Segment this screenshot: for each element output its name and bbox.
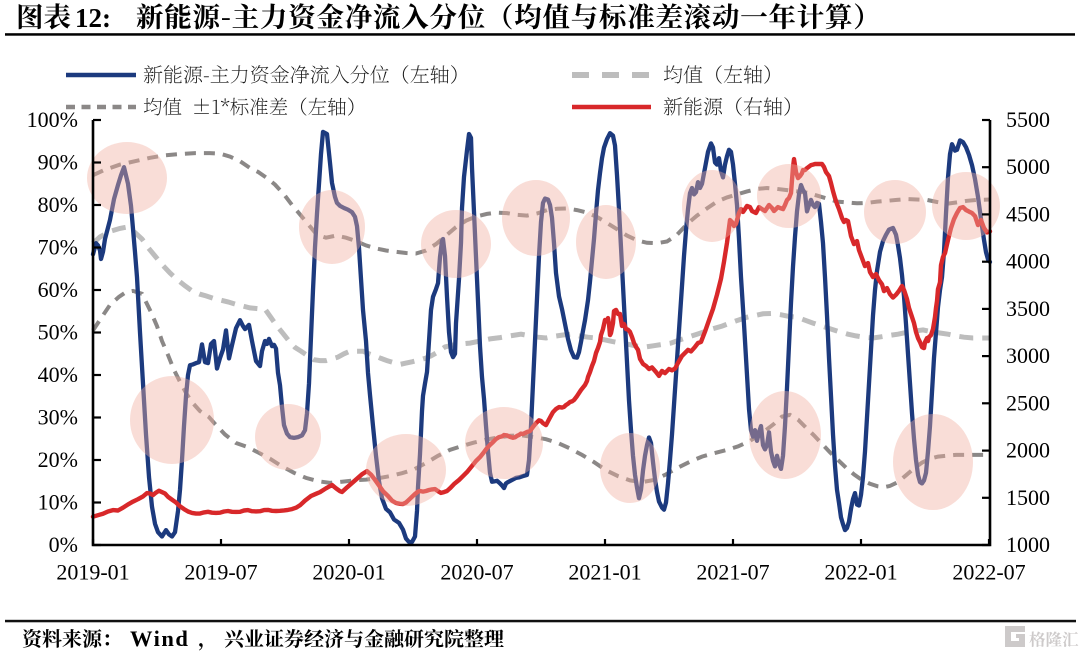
svg-text:40%: 40% bbox=[38, 362, 78, 387]
svg-text:3000: 3000 bbox=[1006, 343, 1050, 368]
svg-text:4500: 4500 bbox=[1006, 201, 1050, 226]
svg-text:5500: 5500 bbox=[1006, 107, 1050, 132]
svg-text:2019-07: 2019-07 bbox=[184, 560, 257, 585]
svg-text:2022-07: 2022-07 bbox=[952, 560, 1025, 585]
svg-text:0%: 0% bbox=[49, 532, 78, 557]
svg-text:12:: 12: bbox=[75, 3, 111, 33]
svg-text:Wind: Wind bbox=[130, 626, 189, 651]
svg-text:2021-01: 2021-01 bbox=[568, 560, 641, 585]
svg-text:60%: 60% bbox=[38, 277, 78, 302]
svg-text:1000: 1000 bbox=[1006, 532, 1050, 557]
svg-text:2500: 2500 bbox=[1006, 390, 1050, 415]
svg-text:2020-01: 2020-01 bbox=[312, 560, 385, 585]
svg-text:50%: 50% bbox=[38, 320, 78, 345]
svg-text:100%: 100% bbox=[27, 107, 78, 132]
svg-text:80%: 80% bbox=[38, 192, 78, 217]
svg-text:2000: 2000 bbox=[1006, 438, 1050, 463]
svg-text:5000: 5000 bbox=[1006, 154, 1050, 179]
svg-text:3500: 3500 bbox=[1006, 296, 1050, 321]
svg-text:2019-01: 2019-01 bbox=[56, 560, 129, 585]
svg-text:20%: 20% bbox=[38, 447, 78, 472]
svg-text:1500: 1500 bbox=[1006, 485, 1050, 510]
svg-text:4000: 4000 bbox=[1006, 249, 1050, 274]
svg-text:90%: 90% bbox=[38, 150, 78, 175]
svg-text:10%: 10% bbox=[38, 490, 78, 515]
svg-text:2020-07: 2020-07 bbox=[440, 560, 513, 585]
svg-text:70%: 70% bbox=[38, 235, 78, 260]
svg-text:2022-01: 2022-01 bbox=[824, 560, 897, 585]
svg-text:30%: 30% bbox=[38, 405, 78, 430]
svg-text:2021-07: 2021-07 bbox=[696, 560, 769, 585]
